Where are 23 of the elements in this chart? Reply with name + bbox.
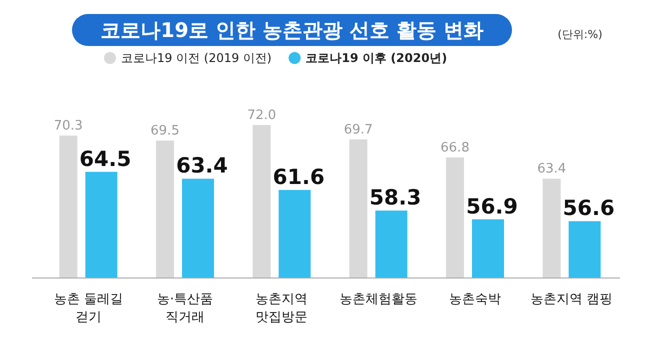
data-label: 58.3: [369, 186, 422, 210]
legend-label: 코로나19 이후 (2020년): [306, 51, 448, 65]
x-tick-label: 농촌숙박: [449, 292, 501, 307]
data-label: 64.5: [79, 146, 132, 171]
x-tick-label: 농촌체험활동: [339, 292, 418, 307]
data-label: 63.4: [537, 162, 566, 177]
chart-title: 코로나19로 인한 농촌관광 선호 활동 변화: [100, 18, 484, 42]
title: 코로나19로 인한 농촌관광 선호 활동 변화: [72, 14, 512, 46]
text: (단위:%): [558, 28, 602, 41]
data-label: 56.6: [562, 196, 615, 220]
data-label: 61.6: [272, 164, 325, 189]
legend-label: 코로나19 이전 (2019 이전): [121, 51, 272, 65]
data-label: 56.9: [466, 194, 518, 218]
data-label: 72.0: [247, 108, 276, 123]
x-tick-label: 농촌 둘레길 걷기: [54, 292, 123, 325]
x-tick-label: 농·특산품 직거래: [156, 292, 214, 325]
data-label: 63.4: [176, 154, 228, 178]
data-label: 69.7: [344, 122, 373, 138]
data-label: 69.5: [150, 124, 180, 139]
x-tick-label: 농촌지역 캠핑: [530, 292, 613, 307]
data-label: 70.3: [54, 118, 83, 134]
x-tick-label: 농촌지역 맛집방문: [256, 292, 308, 325]
data-label: 66.8: [440, 140, 470, 156]
